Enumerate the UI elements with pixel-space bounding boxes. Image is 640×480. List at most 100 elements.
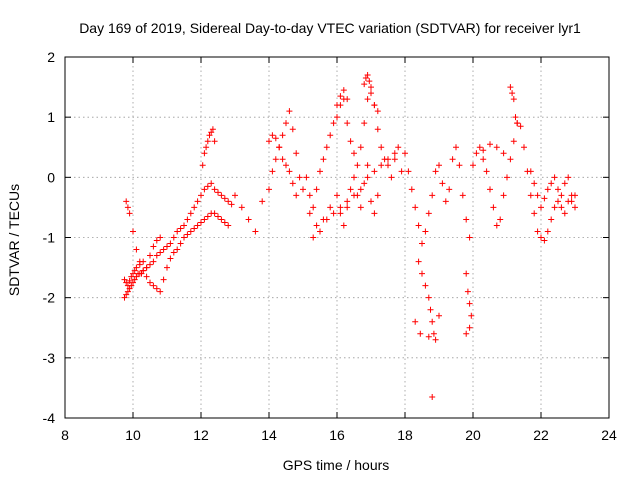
data-point <box>286 168 293 175</box>
x-tick-label: 8 <box>61 427 69 443</box>
data-point <box>334 114 340 121</box>
x-tick-label: 18 <box>397 427 413 443</box>
data-point <box>480 156 487 163</box>
data-point <box>147 261 153 268</box>
data-point <box>551 204 558 211</box>
data-point <box>276 144 283 151</box>
data-point <box>425 294 432 301</box>
data-point <box>204 183 211 190</box>
data-point <box>371 210 378 217</box>
data-point <box>344 204 351 211</box>
y-axis-label: SDTVAR / TECUs <box>6 184 22 296</box>
data-point <box>310 204 317 211</box>
data-point <box>507 156 514 163</box>
x-tick-label: 20 <box>465 427 481 443</box>
data-point <box>286 108 293 115</box>
data-point <box>170 234 177 241</box>
x-tick-label: 22 <box>533 427 549 443</box>
data-point <box>121 276 128 283</box>
data-point <box>361 120 368 127</box>
data-point <box>124 288 131 295</box>
data-point <box>204 213 211 220</box>
data-point <box>279 156 286 163</box>
data-point <box>531 180 538 187</box>
data-point <box>306 210 313 217</box>
data-point <box>208 129 215 136</box>
data-point <box>293 150 300 157</box>
data-point <box>147 279 153 286</box>
data-point <box>181 222 187 229</box>
data-point <box>340 222 347 229</box>
data-point <box>266 186 272 193</box>
data-point <box>340 87 347 94</box>
data-point <box>483 168 490 175</box>
data-point <box>289 180 296 187</box>
data-point <box>153 252 160 259</box>
data-point <box>221 219 228 226</box>
data-point <box>191 225 198 232</box>
data-point <box>296 174 303 181</box>
data-point <box>126 210 133 217</box>
data-point <box>150 282 157 289</box>
data-point <box>130 279 136 286</box>
data-point <box>187 228 194 235</box>
data-point <box>374 126 381 133</box>
data-point <box>449 156 456 163</box>
data-point <box>245 216 252 223</box>
data-point <box>279 132 286 139</box>
data-point <box>160 246 167 253</box>
data-point <box>209 126 216 133</box>
data-point <box>126 277 133 284</box>
data-point <box>351 150 357 157</box>
data-point <box>157 234 164 241</box>
data-point <box>412 318 419 325</box>
data-point <box>344 96 351 103</box>
data-point <box>368 84 374 91</box>
data-point <box>490 204 497 211</box>
data-point <box>126 285 133 292</box>
data-point <box>184 216 191 223</box>
data-point <box>568 198 575 205</box>
data-point <box>555 198 561 205</box>
data-point <box>218 216 225 223</box>
data-point <box>194 198 201 205</box>
data-point <box>174 246 181 253</box>
data-point <box>157 288 164 295</box>
y-tick-label: 0 <box>47 169 55 185</box>
data-point <box>201 186 208 193</box>
data-point <box>473 150 480 157</box>
data-point <box>269 168 276 175</box>
data-point <box>313 186 320 193</box>
data-point <box>317 168 323 175</box>
data-point <box>160 276 167 283</box>
data-point <box>330 120 337 127</box>
data-point <box>456 162 463 169</box>
data-point <box>405 168 412 175</box>
data-point <box>327 204 334 211</box>
data-point <box>351 174 357 181</box>
data-point <box>468 312 475 319</box>
data-point <box>466 300 473 307</box>
data-point <box>238 204 245 211</box>
data-point <box>362 75 369 82</box>
data-point <box>191 204 198 211</box>
data-point <box>130 270 136 277</box>
data-point <box>123 198 130 205</box>
data-point <box>344 120 351 127</box>
data-point <box>493 222 500 229</box>
data-point <box>203 144 210 151</box>
data-point <box>463 270 470 277</box>
y-tick-label: -3 <box>43 350 56 366</box>
data-point <box>493 144 500 151</box>
data-point <box>378 162 385 169</box>
data-point <box>131 267 138 274</box>
data-point <box>510 138 517 145</box>
data-point <box>181 234 187 241</box>
data-point <box>208 180 215 187</box>
data-point <box>357 144 364 151</box>
data-point <box>283 162 289 169</box>
data-point <box>206 132 213 139</box>
data-point <box>538 204 544 211</box>
